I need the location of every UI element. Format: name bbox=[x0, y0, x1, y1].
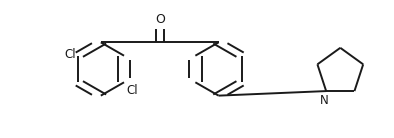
Text: O: O bbox=[155, 13, 165, 26]
Text: Cl: Cl bbox=[126, 84, 138, 97]
Text: N: N bbox=[320, 95, 329, 108]
Text: Cl: Cl bbox=[64, 48, 76, 61]
